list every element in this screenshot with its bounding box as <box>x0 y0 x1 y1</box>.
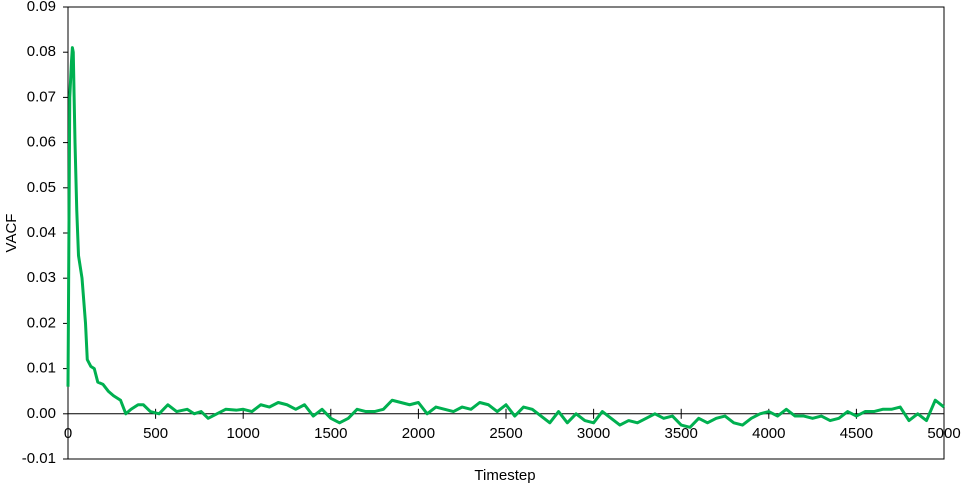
y-tick-label: -0.01 <box>22 450 56 467</box>
x-tick-label: 3000 <box>577 425 610 442</box>
plot-frame <box>67 6 945 460</box>
y-tick-label: 0.07 <box>27 88 56 105</box>
y-tick-label: 0.01 <box>27 360 56 377</box>
x-tick-label: 2500 <box>489 425 522 442</box>
data-line <box>66 46 945 429</box>
x-tick-label: 1000 <box>227 425 260 442</box>
y-tick-label: 0.00 <box>27 405 56 422</box>
y-tick-label: 0.04 <box>27 224 56 241</box>
x-tick-label: 4000 <box>752 425 785 442</box>
x-tick-label: 4500 <box>840 425 873 442</box>
x-axis-title: Timestep <box>474 467 535 484</box>
x-tick-label: 0 <box>64 425 72 442</box>
y-tick-label: 0.03 <box>27 269 56 286</box>
x-tick-label: 1500 <box>314 425 347 442</box>
y-axis-title: VACF <box>3 214 20 253</box>
x-tick-label: 3500 <box>665 425 698 442</box>
y-tick-label: 0.02 <box>27 314 56 331</box>
x-tick-label: 500 <box>143 425 168 442</box>
y-tick-label: 0.09 <box>27 0 56 15</box>
x-tick-label: 5000 <box>927 425 960 442</box>
y-tick-label: 0.08 <box>27 43 56 60</box>
y-tick-label: 0.05 <box>27 179 56 196</box>
x-tick-label: 2000 <box>402 425 435 442</box>
y-tick-label: 0.06 <box>27 134 56 151</box>
